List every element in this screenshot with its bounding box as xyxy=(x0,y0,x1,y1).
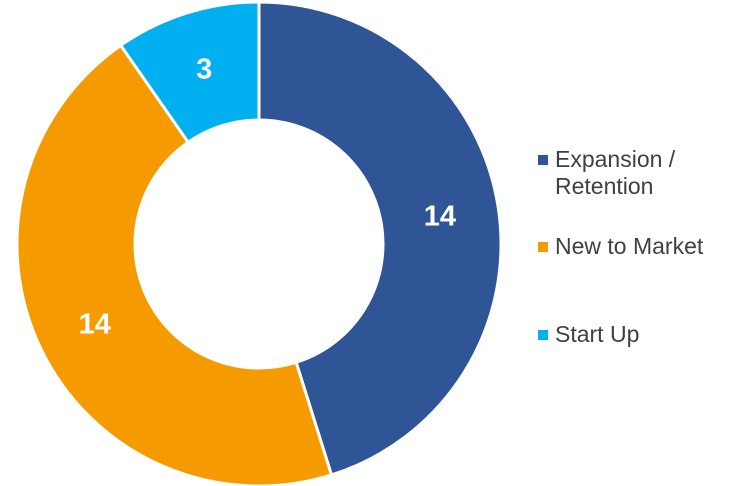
legend-item-new-to-market: New to Market xyxy=(538,233,703,260)
data-label-start-up: 3 xyxy=(196,53,212,85)
legend-swatch-expansion-retention xyxy=(538,155,548,165)
data-label-new-to-market: 14 xyxy=(79,309,111,341)
data-labels: 14 14 3 xyxy=(79,53,456,340)
slice-expansion-retention xyxy=(257,0,503,477)
slice-new-to-market xyxy=(15,43,333,486)
legend-swatch-start-up xyxy=(538,330,548,340)
legend-swatch-new-to-market xyxy=(538,242,548,252)
slice-start-up xyxy=(119,0,261,144)
legend-item-start-up: Start Up xyxy=(538,321,639,348)
legend-item-expansion-retention: Expansion / Retention xyxy=(538,146,675,200)
donut-slices xyxy=(15,0,503,486)
legend-label-expansion-retention: Expansion / Retention xyxy=(555,146,676,199)
legend-label-start-up: Start Up xyxy=(555,321,640,347)
legend-label-new-to-market: New to Market xyxy=(555,233,704,259)
data-label-expansion-retention: 14 xyxy=(424,200,456,232)
